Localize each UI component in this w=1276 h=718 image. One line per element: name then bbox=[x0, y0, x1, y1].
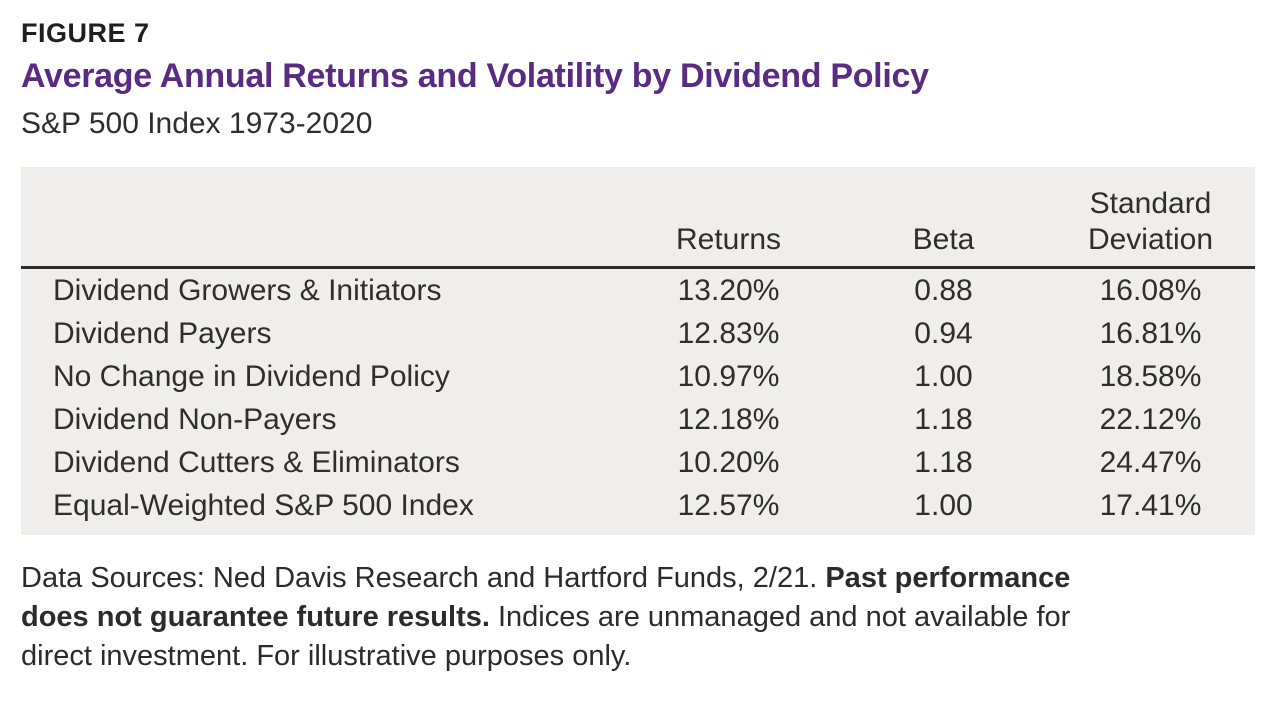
row-label: Dividend Cutters & Eliminators bbox=[53, 445, 460, 479]
row-label: No Change in Dividend Policy bbox=[53, 359, 450, 393]
std-dev-value: 22.12% bbox=[1099, 402, 1202, 436]
figure-subtitle: S&P 500 Index 1973-2020 bbox=[21, 107, 373, 140]
figure-label: FIGURE 7 bbox=[21, 18, 150, 48]
std-dev-value: 16.08% bbox=[1099, 273, 1202, 307]
beta-value: 1.18 bbox=[914, 402, 973, 436]
beta-value: 1.00 bbox=[914, 488, 973, 522]
table-row: Equal-Weighted S&P 500 Index 12.57% 1.00… bbox=[21, 484, 1255, 527]
std-dev-value: 18.58% bbox=[1099, 359, 1202, 393]
beta-value: 0.88 bbox=[914, 273, 973, 307]
table-row: Dividend Growers & Initiators 13.20% 0.8… bbox=[21, 269, 1255, 312]
column-header-returns: Returns bbox=[675, 223, 782, 256]
indices-text: Indices are unmanaged and not available … bbox=[489, 601, 1071, 633]
returns-value: 12.18% bbox=[677, 402, 780, 436]
table-row: Dividend Cutters & Eliminators 10.20% 1.… bbox=[21, 441, 1255, 484]
table-row: Dividend Payers 12.83% 0.94 16.81% bbox=[21, 312, 1255, 355]
std-dev-value: 17.41% bbox=[1099, 488, 1202, 522]
row-label: Dividend Non-Payers bbox=[53, 402, 337, 436]
table-header-row: Returns Beta Standard Deviation bbox=[21, 167, 1255, 269]
returns-value: 12.83% bbox=[677, 316, 780, 350]
disclaimer-text: Data Sources: Ned Davis Research and Har… bbox=[21, 559, 1246, 676]
data-sources-text: Data Sources: Ned Davis Research and Har… bbox=[21, 562, 826, 594]
table-row: No Change in Dividend Policy 10.97% 1.00… bbox=[21, 355, 1255, 398]
past-performance-bold-text: Past performance bbox=[825, 562, 1071, 594]
returns-value: 13.20% bbox=[677, 273, 780, 307]
row-label: Dividend Payers bbox=[53, 316, 272, 350]
std-dev-value: 24.47% bbox=[1099, 445, 1202, 479]
table-row: Dividend Non-Payers 12.18% 1.18 22.12% bbox=[21, 398, 1255, 441]
row-label: Equal-Weighted S&P 500 Index bbox=[53, 488, 474, 522]
returns-value: 12.57% bbox=[677, 488, 780, 522]
disclaimer-line-2: does not guarantee future results. Indic… bbox=[21, 598, 1246, 637]
row-label: Dividend Growers & Initiators bbox=[53, 273, 442, 307]
column-header-beta: Beta bbox=[912, 223, 975, 256]
disclaimer-line-1: Data Sources: Ned Davis Research and Har… bbox=[21, 559, 1246, 598]
guarantee-bold-text: does not guarantee future results. bbox=[21, 601, 490, 633]
beta-value: 0.94 bbox=[914, 316, 973, 350]
column-header-std-dev: Standard Deviation bbox=[1087, 187, 1214, 256]
illustrative-text: direct investment. For illustrative purp… bbox=[21, 640, 632, 672]
beta-value: 1.18 bbox=[914, 445, 973, 479]
figure-title: Average Annual Returns and Volatility by… bbox=[21, 57, 929, 95]
data-table: Returns Beta Standard Deviation Dividend… bbox=[21, 167, 1255, 535]
returns-value: 10.97% bbox=[677, 359, 780, 393]
disclaimer-line-3: direct investment. For illustrative purp… bbox=[21, 637, 1246, 676]
beta-value: 1.00 bbox=[914, 359, 973, 393]
returns-value: 10.20% bbox=[677, 445, 780, 479]
std-dev-value: 16.81% bbox=[1099, 316, 1202, 350]
